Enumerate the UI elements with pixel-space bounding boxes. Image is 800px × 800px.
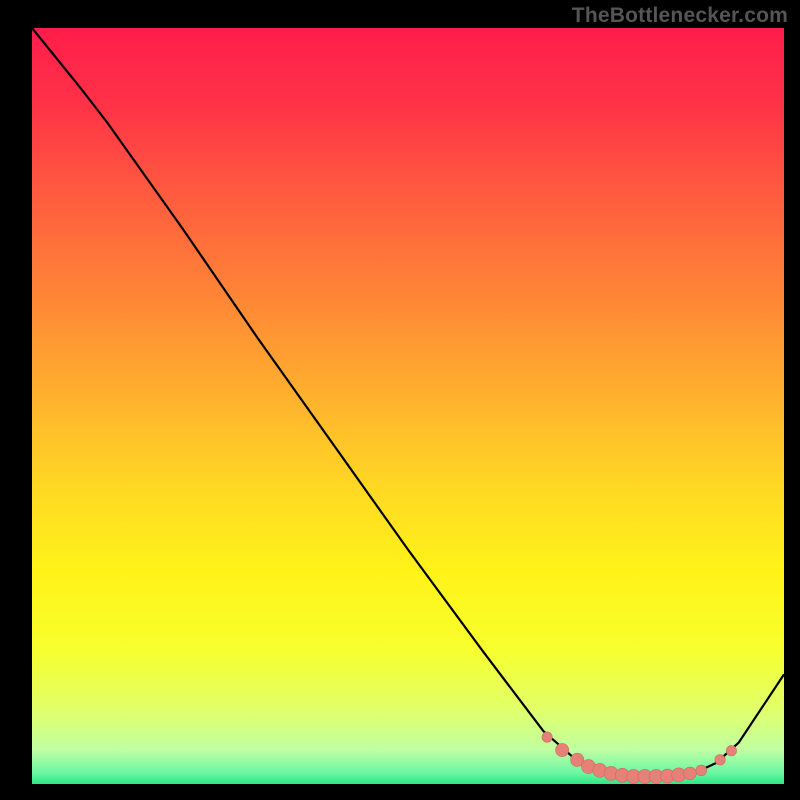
data-marker xyxy=(726,746,736,756)
data-marker xyxy=(715,755,725,765)
watermark-text: TheBottlenecker.com xyxy=(572,4,788,28)
chart-root: TheBottlenecker.com xyxy=(0,0,800,800)
data-marker xyxy=(556,743,569,756)
data-marker xyxy=(684,767,697,780)
data-marker xyxy=(696,765,707,776)
data-marker xyxy=(542,732,552,742)
bottleneck-curve-chart xyxy=(0,0,800,800)
gradient-background xyxy=(32,28,784,784)
